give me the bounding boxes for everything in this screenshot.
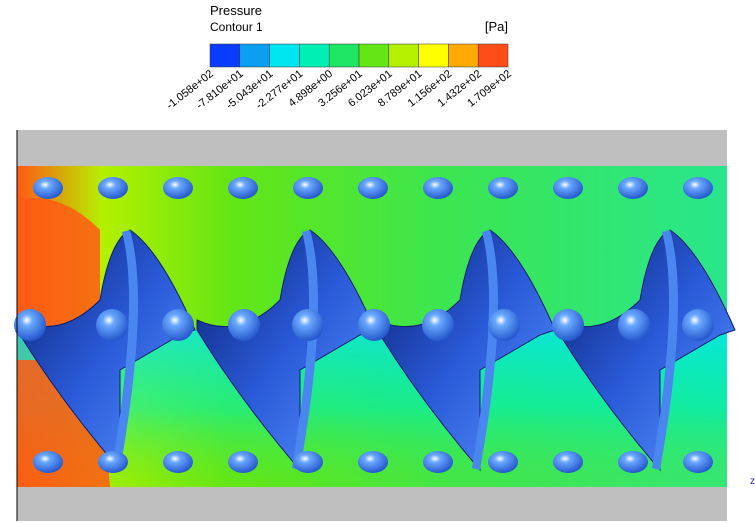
legend-title: Pressure bbox=[210, 3, 262, 18]
simulation-field bbox=[14, 130, 736, 521]
legend-unit: [Pa] bbox=[485, 19, 508, 34]
color-swatch bbox=[239, 43, 270, 68]
bump-middle bbox=[488, 309, 520, 341]
bump-bottom bbox=[423, 451, 453, 473]
bump-bottom bbox=[488, 451, 518, 473]
bump-bottom bbox=[553, 451, 583, 473]
bump-middle bbox=[422, 309, 454, 341]
bump-top bbox=[423, 177, 453, 199]
blade bbox=[196, 229, 376, 472]
bump-middle bbox=[292, 309, 324, 341]
color-swatch bbox=[269, 43, 300, 68]
color-swatch bbox=[448, 43, 479, 68]
bump-top bbox=[683, 177, 713, 199]
blade bbox=[376, 229, 556, 472]
blade-edge bbox=[472, 230, 498, 470]
bump-bottom bbox=[618, 451, 648, 473]
color-swatch bbox=[418, 43, 449, 68]
bumps bbox=[14, 177, 714, 473]
wall-bottom bbox=[17, 487, 727, 521]
blade-edge bbox=[292, 230, 318, 470]
bump-top bbox=[293, 177, 323, 199]
bump-bottom bbox=[33, 451, 63, 473]
bump-bottom bbox=[293, 451, 323, 473]
legend-subtitle: Contour 1 bbox=[210, 20, 263, 34]
color-swatch bbox=[299, 43, 330, 68]
screw-blades bbox=[16, 229, 736, 472]
bump-middle bbox=[14, 309, 46, 341]
color-swatch bbox=[388, 43, 419, 68]
bump-middle bbox=[96, 309, 128, 341]
bump-top bbox=[98, 177, 128, 199]
bump-top bbox=[358, 177, 388, 199]
bump-middle bbox=[682, 309, 714, 341]
bump-middle bbox=[618, 309, 650, 341]
axis-label: z bbox=[750, 476, 755, 487]
bump-middle bbox=[552, 309, 584, 341]
color-swatch bbox=[328, 43, 360, 68]
color-bar-labels: -1.058e+02-7.810e+01-5.043e+01-2.277e+01… bbox=[164, 68, 513, 112]
bump-bottom bbox=[98, 451, 128, 473]
color-swatch bbox=[209, 43, 241, 68]
bump-middle bbox=[162, 309, 194, 341]
bump-bottom bbox=[683, 451, 713, 473]
bump-bottom bbox=[358, 451, 388, 473]
bump-bottom bbox=[228, 451, 258, 473]
color-bar bbox=[209, 43, 509, 68]
blade-edge bbox=[112, 230, 138, 470]
blade bbox=[16, 229, 196, 472]
bump-middle bbox=[358, 309, 390, 341]
bump-top bbox=[553, 177, 583, 199]
bump-top bbox=[618, 177, 648, 199]
bump-top bbox=[163, 177, 193, 199]
color-swatch bbox=[477, 43, 509, 68]
bump-top bbox=[228, 177, 258, 199]
wall-top bbox=[17, 130, 727, 166]
bump-top bbox=[33, 177, 63, 199]
color-swatch bbox=[358, 43, 390, 68]
bump-middle bbox=[228, 309, 260, 341]
blade-edge bbox=[652, 230, 678, 470]
bump-bottom bbox=[163, 451, 193, 473]
bump-top bbox=[488, 177, 518, 199]
